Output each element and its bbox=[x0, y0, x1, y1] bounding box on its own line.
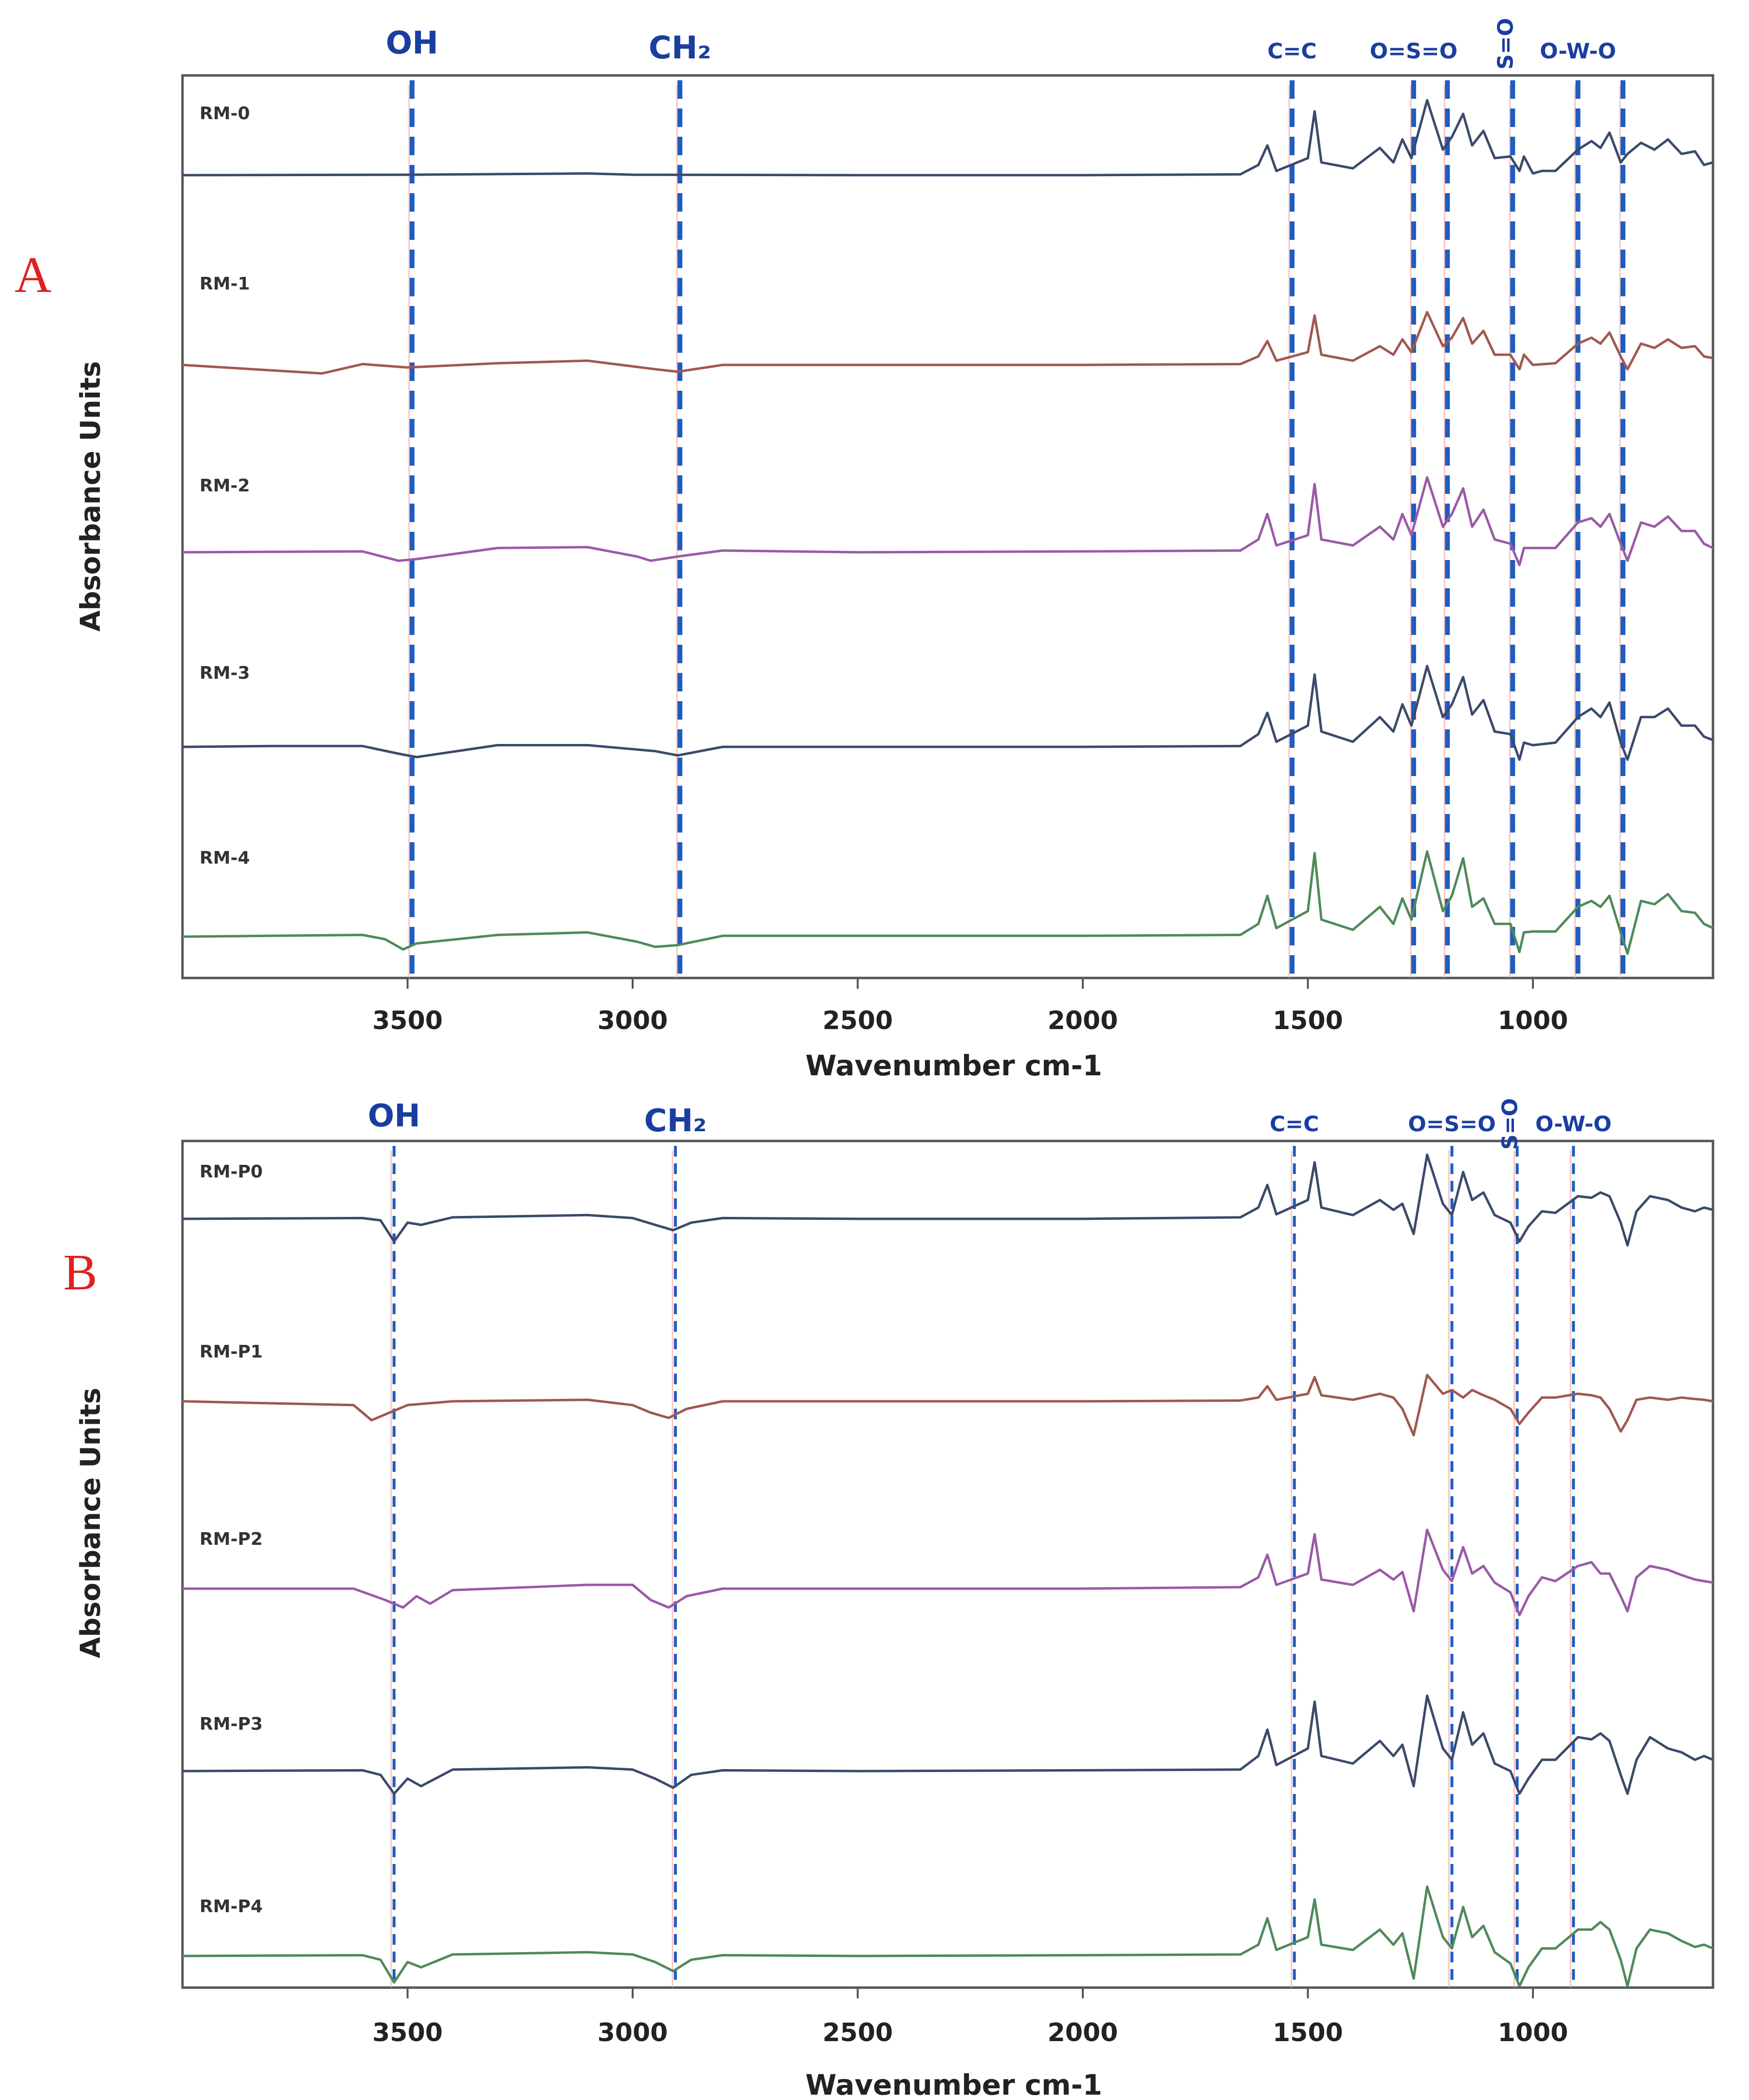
x-tick-label-b: 3500 bbox=[372, 2018, 443, 2047]
series-label-rm-p0: RM-P0 bbox=[200, 1162, 263, 1182]
band-label: S=O bbox=[1493, 18, 1518, 70]
x-tick-label-b: 2500 bbox=[822, 2018, 893, 2047]
spectrum-line-rm-p4 bbox=[182, 1885, 1713, 1988]
panel-letter-b: B bbox=[63, 1244, 97, 1301]
panel-a: A Absorbance Units Wavenumber cm-1 3500 3… bbox=[15, 18, 1714, 1082]
panel-letter-a: A bbox=[15, 246, 52, 303]
band-label: O=S=O bbox=[1370, 39, 1458, 64]
series-label-rm-3: RM-3 bbox=[200, 663, 250, 683]
spectrum-line-rm-3 bbox=[182, 665, 1713, 761]
band-label: S=O bbox=[1498, 1098, 1523, 1150]
band-label: OH bbox=[368, 1098, 420, 1134]
spectrum-line-rm-1 bbox=[182, 311, 1713, 375]
series-label-rm-p1: RM-P1 bbox=[200, 1342, 263, 1362]
spectrum-line-rm-0 bbox=[182, 99, 1713, 177]
series-label-rm-2: RM-2 bbox=[200, 476, 250, 496]
band-label: C=C bbox=[1267, 39, 1316, 64]
x-tick-label-a: 1000 bbox=[1498, 1006, 1568, 1035]
x-axis-label-b: Wavenumber cm-1 bbox=[805, 2068, 1102, 2100]
spectrum-line-rm-p1 bbox=[182, 1374, 1713, 1437]
spectrum-line-rm-2 bbox=[182, 476, 1714, 566]
spectrum-line-rm-p3 bbox=[182, 1694, 1713, 1795]
series-label-rm-4: RM-4 bbox=[200, 848, 250, 868]
band-label: OH bbox=[386, 25, 438, 61]
x-axis-label-a: Wavenumber cm-1 bbox=[805, 1049, 1102, 1082]
band-label: O-W-O bbox=[1535, 1112, 1612, 1137]
band-label: O=S=O bbox=[1408, 1112, 1495, 1137]
y-axis-label-a: Absorbance Units bbox=[75, 361, 107, 632]
x-tick-label-b: 2000 bbox=[1048, 2018, 1118, 2047]
panel-b: B Absorbance Units Wavenumber cm-1 3500 3… bbox=[63, 1098, 1714, 2100]
plot-frame-b bbox=[181, 1140, 1714, 1989]
x-tick-label-a: 2000 bbox=[1048, 1006, 1118, 1035]
series-label-rm-p2: RM-P2 bbox=[200, 1529, 263, 1549]
band-label: C=C bbox=[1270, 1112, 1319, 1137]
x-tick-label-a: 1500 bbox=[1273, 1006, 1343, 1035]
series-label-rm-p3: RM-P3 bbox=[200, 1714, 263, 1734]
x-tick-label-a: 3500 bbox=[372, 1006, 443, 1035]
plot-frame-a bbox=[181, 74, 1714, 979]
series-label-rm-0: RM-0 bbox=[200, 104, 250, 124]
band-label: CH₂ bbox=[649, 30, 711, 66]
series-label-rm-1: RM-1 bbox=[200, 274, 250, 294]
x-tick-label-b: 1500 bbox=[1273, 2018, 1343, 2047]
x-tick-label-a: 2500 bbox=[822, 1006, 893, 1035]
spectrum-line-rm-p0 bbox=[182, 1153, 1713, 1247]
spectrum-line-rm-4 bbox=[182, 850, 1714, 955]
band-label: CH₂ bbox=[644, 1103, 707, 1139]
x-tick-label-b: 1000 bbox=[1498, 2018, 1568, 2047]
band-label: O-W-O bbox=[1540, 39, 1616, 64]
spectrum-line-rm-p2 bbox=[182, 1528, 1713, 1616]
series-label-rm-p4: RM-P4 bbox=[200, 1897, 263, 1917]
y-axis-label-b: Absorbance Units bbox=[75, 1388, 107, 1658]
x-tick-label-b: 3000 bbox=[598, 2018, 668, 2047]
x-tick-label-a: 3000 bbox=[598, 1006, 668, 1035]
